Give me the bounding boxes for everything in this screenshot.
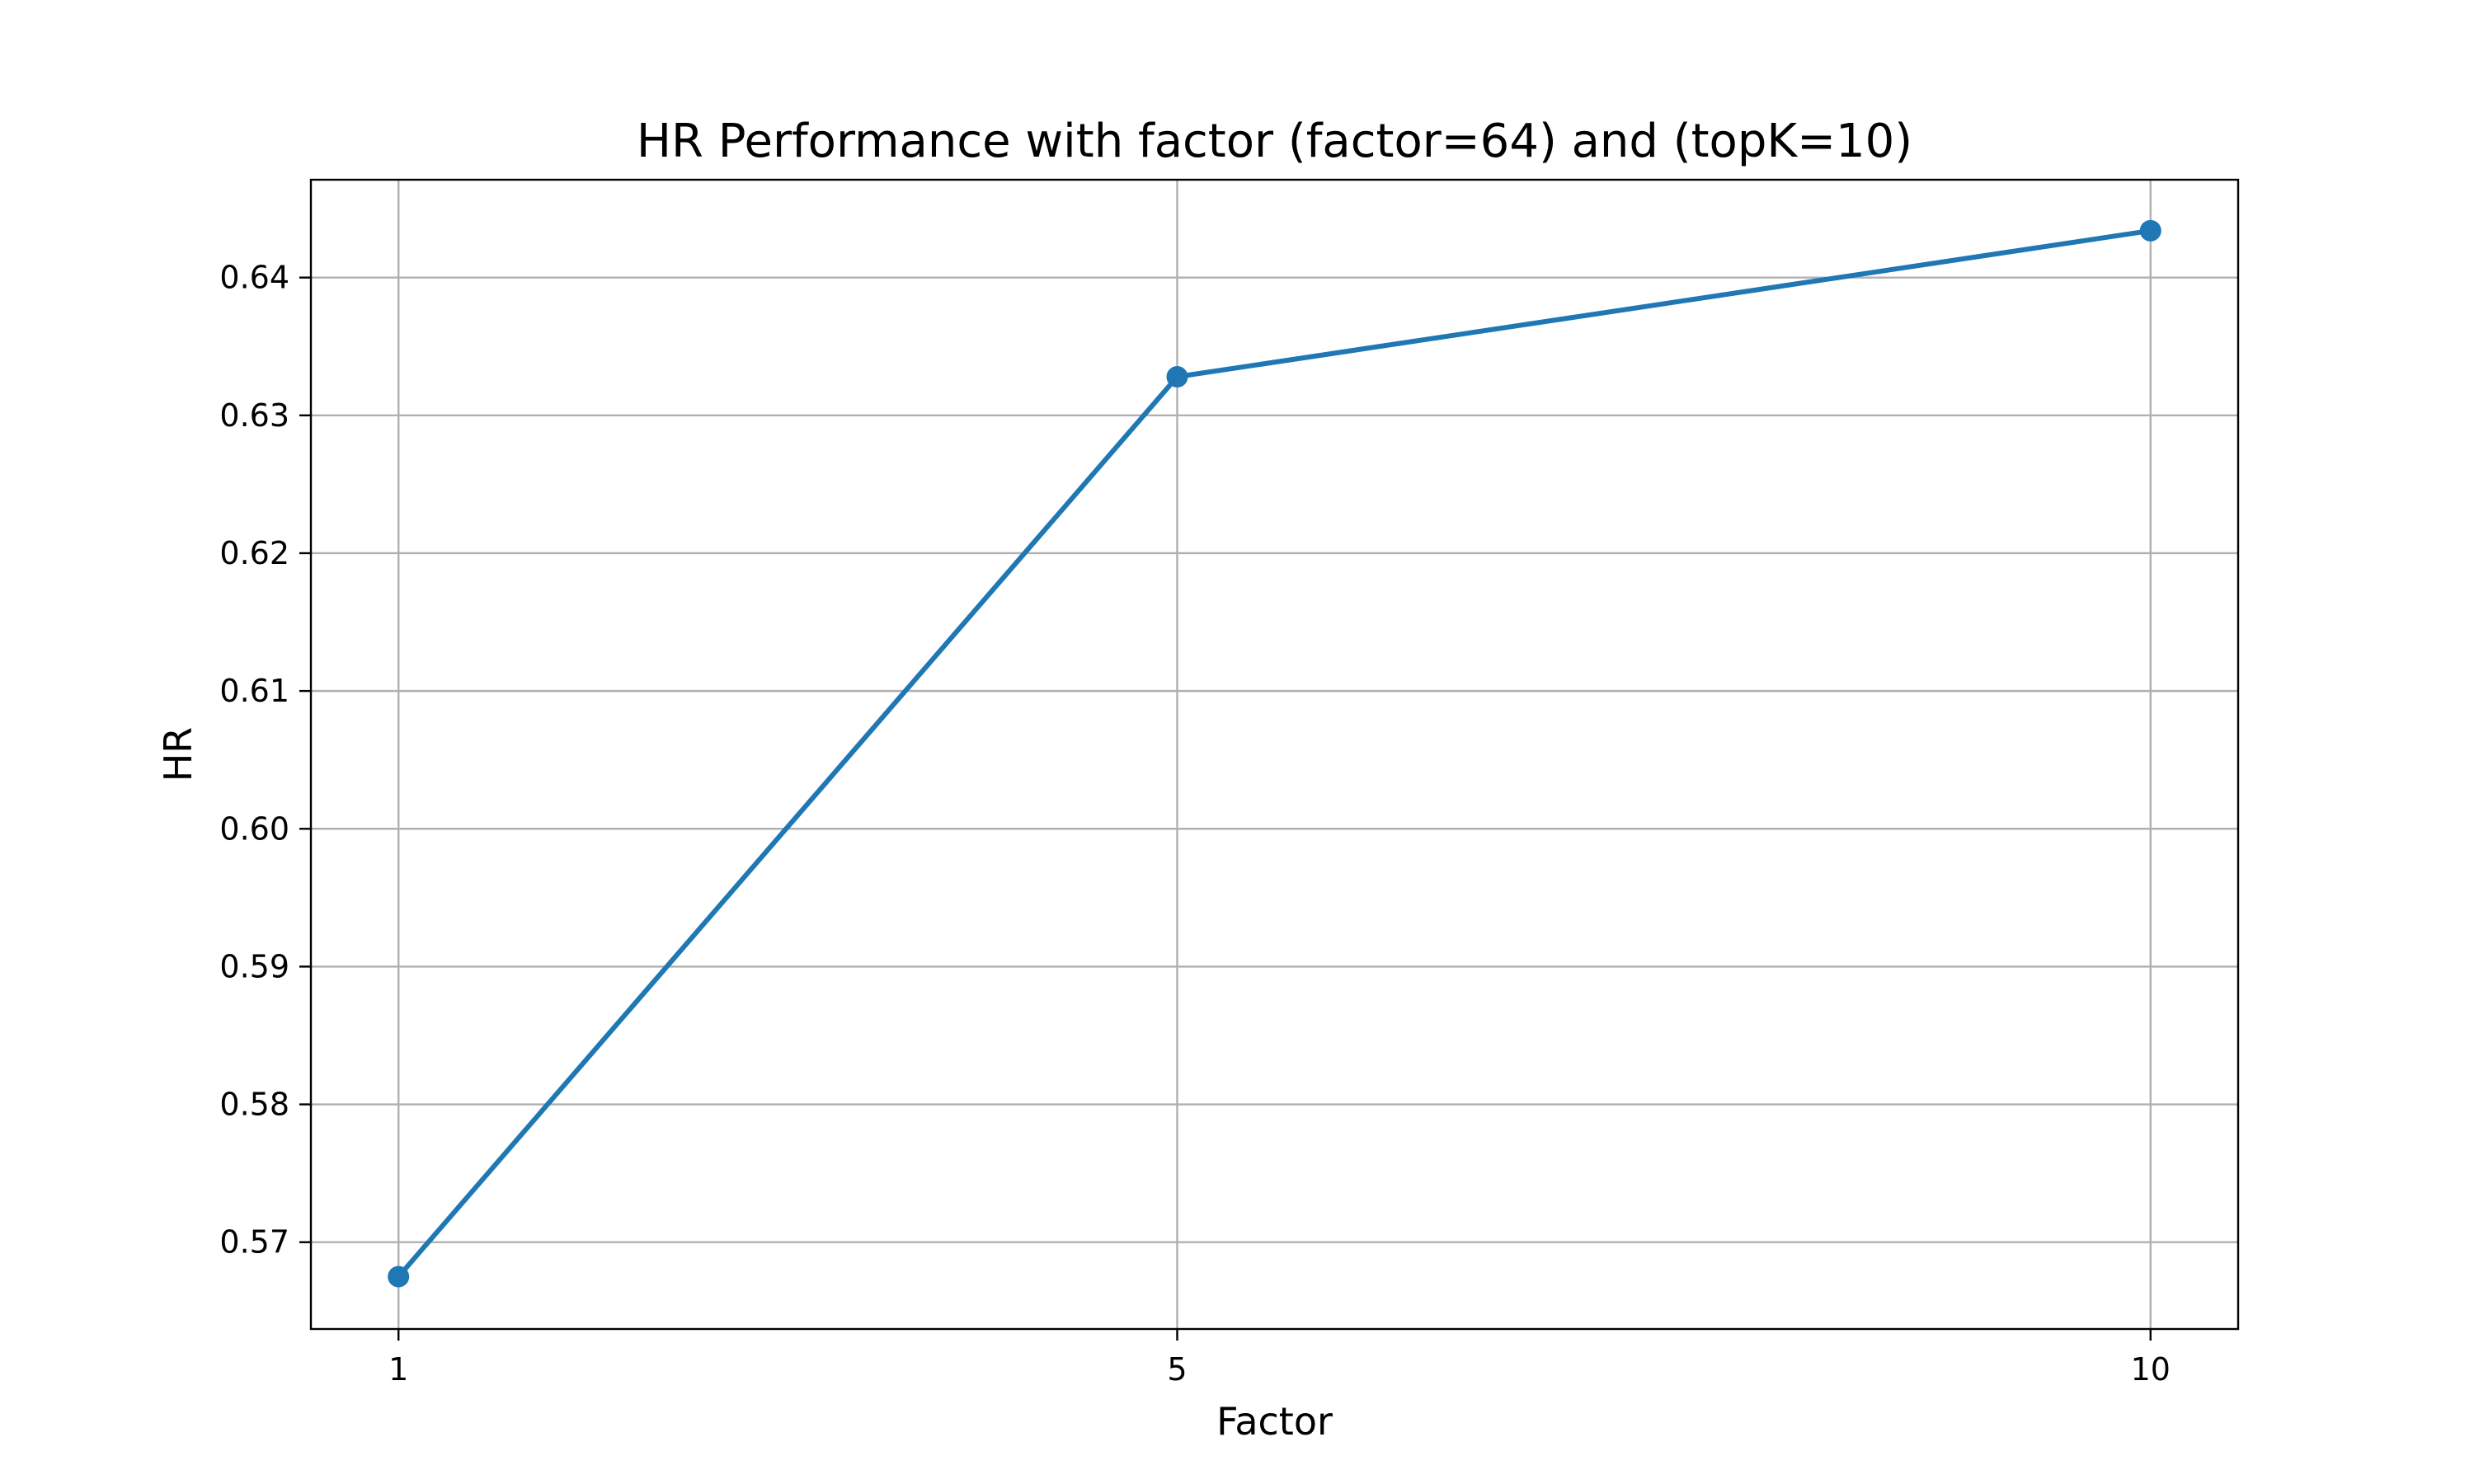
grid-lines <box>311 180 2238 1329</box>
y-tick-label: 0.62 <box>219 535 289 571</box>
x-tick-label: 5 <box>1167 1351 1187 1388</box>
chart-title: HR Performance with factor (factor=64) a… <box>637 115 1912 168</box>
plot-frame <box>309 178 2240 1331</box>
y-tick-label: 0.58 <box>219 1087 289 1123</box>
y-tick-label: 0.64 <box>219 260 289 296</box>
y-tick-label: 0.59 <box>219 948 289 984</box>
x-tick-label: 1 <box>388 1351 408 1388</box>
y-tick-label: 0.63 <box>219 397 289 434</box>
x-tick-label: 10 <box>2131 1351 2171 1388</box>
y-tick-label: 0.60 <box>219 810 289 847</box>
data-point <box>388 1266 410 1288</box>
y-tick-label: 0.61 <box>219 673 289 709</box>
series-layer <box>388 219 2161 1288</box>
axes <box>299 178 2240 1341</box>
x-axis-title: Factor <box>1216 1399 1333 1444</box>
data-point <box>1166 366 1188 388</box>
y-tick-label: 0.57 <box>219 1224 289 1261</box>
data-point <box>2139 219 2161 242</box>
tick-labels: 1 5 10 0.57 0.58 0.59 0.60 0.61 0.62 0.63 0.64 <box>219 260 2171 1388</box>
y-axis-title: HR <box>156 727 200 782</box>
